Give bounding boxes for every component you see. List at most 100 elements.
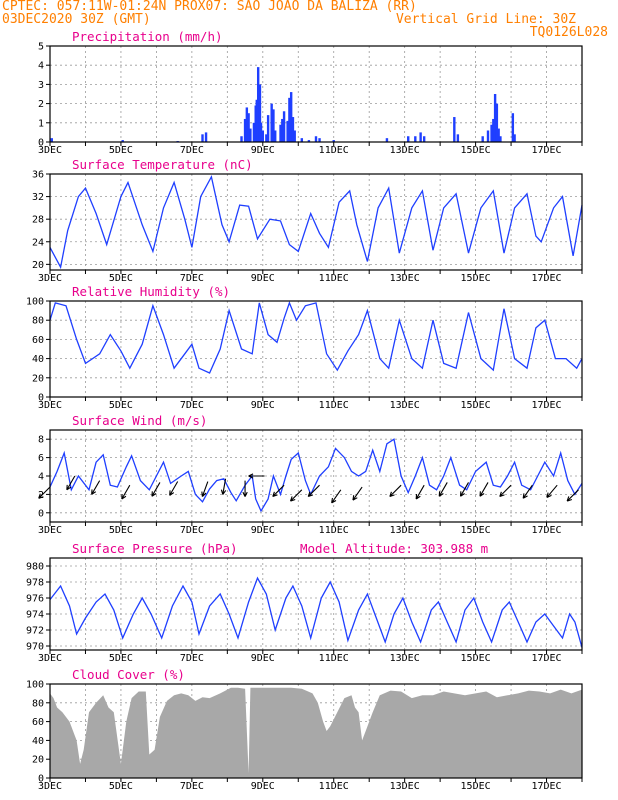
grid-line-note: Vertical Grid Line: 30Z	[395, 12, 576, 27]
x-tick-label: 7DEC	[180, 525, 204, 536]
y-tick-label: 28	[32, 215, 44, 226]
precip-bar	[495, 103, 499, 142]
precip-bar	[288, 97, 291, 142]
precip-bar	[407, 136, 410, 142]
panel-frame	[49, 173, 583, 271]
wind-vector	[38, 486, 51, 499]
x-tick-label: 9DEC	[251, 273, 275, 284]
precip-bar	[249, 128, 252, 142]
precip-bar	[492, 118, 495, 142]
wind-vector	[438, 482, 448, 497]
x-tick-label: 5DEC	[109, 400, 133, 411]
wind-vector	[479, 482, 489, 497]
precip-bar	[240, 136, 243, 142]
pressure-panel: 970 972 974 976 978 980 3DEC 5DEC 7DEC 9DEC 11DEC 1…	[26, 541, 583, 664]
x-tick-label: 7DEC	[180, 145, 204, 156]
wind-vector	[289, 489, 303, 502]
y-tick-label: 100	[26, 297, 44, 308]
precip-bar	[414, 136, 417, 142]
precip-bar	[281, 118, 284, 142]
precip-bar	[256, 67, 260, 142]
precip-bar	[293, 130, 296, 142]
x-tick-label: 9DEC	[251, 781, 275, 792]
y-tick-label: 20	[32, 755, 44, 766]
x-tick-label: 5DEC	[109, 145, 133, 156]
x-tick-label: 17DEC	[531, 525, 561, 536]
precip-bar	[493, 94, 497, 142]
y-tick-label: 980	[26, 562, 44, 573]
y-tick-label: 2	[38, 490, 44, 501]
wind-vector	[566, 489, 579, 502]
precip-bar	[497, 128, 500, 142]
y-tick-label: 0	[38, 138, 44, 149]
precip-bar	[270, 103, 273, 142]
x-tick-label: 9DEC	[251, 525, 275, 536]
wind-vector	[546, 484, 558, 498]
wind-vector	[91, 480, 101, 495]
panel-frame	[49, 683, 583, 779]
series-line	[49, 576, 583, 648]
precip-bar	[255, 99, 258, 142]
series-line	[49, 301, 583, 374]
x-tick-label: 3DEC	[38, 145, 62, 156]
humidity-panel: 0 20 40 60 80 100 3DEC 5DEC 7DEC 9DEC 11DEC 13DEC 15…	[26, 284, 583, 411]
precip-bar	[291, 117, 295, 142]
wind-vector	[415, 484, 425, 500]
x-tick-label: 3DEC	[38, 273, 62, 284]
precip-bar	[511, 113, 515, 142]
wind-vector	[121, 484, 131, 500]
panel-frame	[49, 45, 583, 143]
y-tick-label: 100	[26, 680, 44, 691]
precip-bar	[289, 92, 293, 142]
x-tick-label: 5DEC	[109, 525, 133, 536]
precip-bar	[282, 111, 286, 142]
wind-vector	[499, 484, 512, 498]
y-tick-label: 60	[32, 717, 44, 728]
y-tick-label: 0	[38, 393, 44, 404]
precip-bar	[307, 140, 311, 142]
x-tick-label: 11DEC	[319, 145, 349, 156]
precip-bar	[121, 140, 124, 142]
wind-vector	[220, 478, 227, 495]
cloud-area	[50, 687, 582, 778]
precip-bar	[261, 130, 264, 142]
precip-bar	[453, 117, 456, 142]
wind-vector	[201, 481, 209, 497]
wind-vector	[272, 484, 285, 498]
precip-bar	[486, 130, 490, 142]
y-tick-label: 24	[32, 237, 44, 248]
x-tick-label: 7DEC	[180, 273, 204, 284]
precip-bar	[266, 115, 270, 142]
y-tick-label: 6	[38, 453, 44, 464]
panel-frame	[49, 300, 583, 398]
x-tick-label: 13DEC	[390, 273, 420, 284]
y-tick-label: 4	[38, 472, 44, 483]
precip-bar	[247, 113, 250, 142]
precip-bar	[513, 134, 516, 142]
wind-vector	[352, 486, 363, 501]
precipitation-panel: 0 1 2 3 4 5 3DEC 5DEC 7DEC 9DEC 11DEC 13DEC 15DEC 17D…	[38, 29, 583, 156]
temperature-panel: 20 24 28 32 36 3DEC 5DEC 7DEC 9DEC 11DEC 13DEC 15DE…	[32, 157, 583, 284]
x-tick-label: 13DEC	[390, 653, 420, 664]
precip-bar	[419, 132, 422, 142]
panel-title: Surface Pressure (hPa)	[72, 541, 238, 556]
precip-bar	[456, 134, 460, 142]
series-line	[49, 174, 583, 270]
x-tick-label: 7DEC	[180, 781, 204, 792]
x-tick-label: 7DEC	[180, 653, 204, 664]
x-tick-label: 15DEC	[461, 273, 491, 284]
y-tick-label: 20	[32, 373, 44, 384]
x-tick-label: 3DEC	[38, 400, 62, 411]
precip-bar	[201, 134, 204, 142]
wind-vector	[66, 475, 76, 491]
y-tick-label: 978	[26, 578, 44, 589]
y-tick-label: 4	[38, 61, 44, 72]
precip-bar	[332, 140, 335, 142]
x-tick-label: 5DEC	[109, 781, 133, 792]
x-tick-label: 17DEC	[531, 145, 561, 156]
x-tick-label: 15DEC	[461, 525, 491, 536]
precip-bar	[252, 122, 256, 142]
precip-bar	[50, 138, 53, 142]
x-tick-label: 5DEC	[109, 653, 133, 664]
precip-bar	[204, 132, 208, 142]
